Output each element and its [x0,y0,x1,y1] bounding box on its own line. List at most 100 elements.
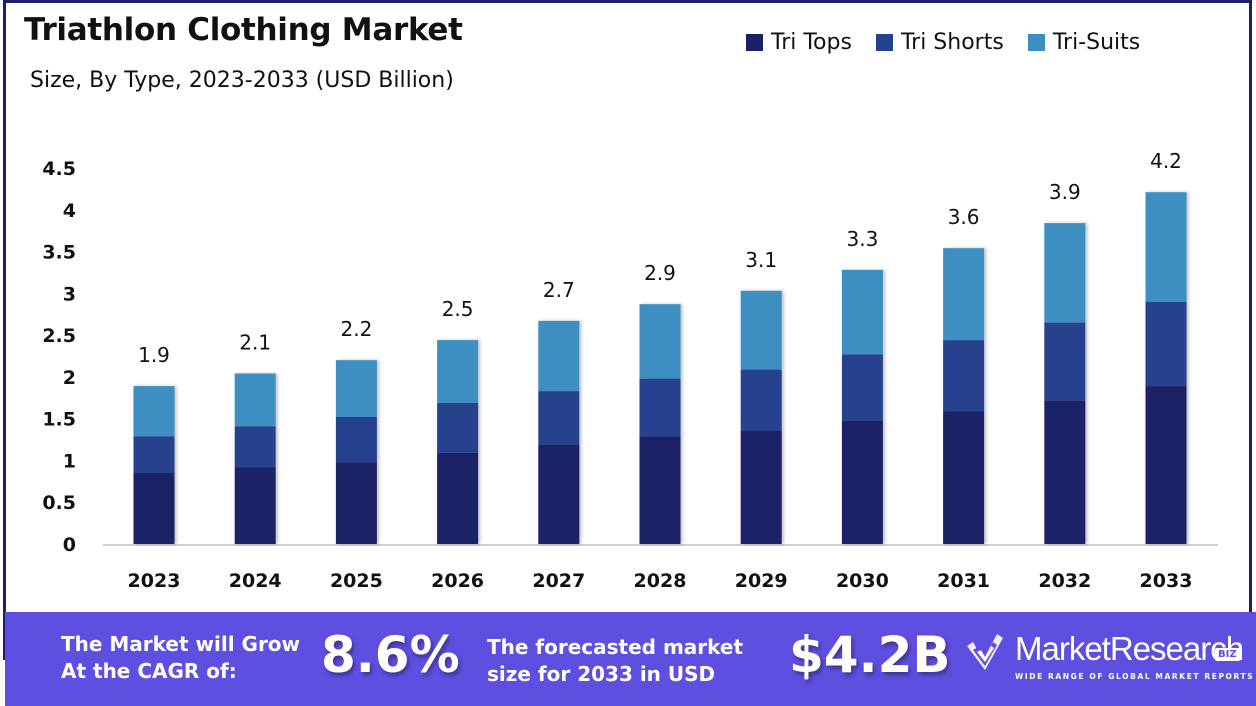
x-tick-label: 2032 [1038,570,1091,592]
forecast-caption-line1: The forecasted market [487,635,744,659]
forecast-value: $4.2B [789,626,951,684]
bar-segment-tri-tops[interactable] [538,444,580,544]
bar-stack-2027 [538,320,580,544]
y-tick-label: 2 [63,367,76,389]
bar-stack-2026 [437,340,479,544]
x-tick-label: 2023 [128,570,181,592]
y-tick-label: 3 [63,283,76,305]
stacked-bar-chart: 00.511.522.533.544.5 2023 2024 2025 2026 202… [42,149,1218,592]
bar-segment-tri-tops[interactable] [437,452,479,544]
x-tick-label: 2030 [836,570,889,592]
bar-segment-tri-tops[interactable] [639,436,681,544]
total-data-label: 1.9 [138,343,170,367]
total-data-label: 3.6 [948,205,980,229]
bar-segment-tri-tops[interactable] [943,411,985,544]
legend-item-tri-tops[interactable]: Tri Tops [746,30,852,55]
bar-segment-tri-shorts[interactable] [335,417,377,463]
bar-stack-2031 [943,248,985,544]
x-tick-label: 2029 [735,570,788,592]
bar-segment-tri-suits[interactable] [133,386,175,437]
y-tick-label: 0.5 [42,492,76,514]
cagr-caption-line1: The Market will Grow [61,632,301,656]
x-tick-label: 2031 [937,570,990,592]
legend-swatch-tri-suits [1027,34,1045,51]
total-data-label: 3.3 [846,227,878,251]
legend: Tri Tops Tri Shorts Tri-Suits [746,30,1140,55]
bar-segment-tri-suits[interactable] [538,320,580,392]
total-data-label: 3.9 [1049,180,1081,204]
chart-title: Triathlon Clothing Market [24,12,463,48]
bar-segment-tri-suits[interactable] [943,248,985,341]
legend-label: Tri-Suits [1052,30,1141,55]
x-tick-label: 2026 [431,570,484,592]
bar-segment-tri-tops[interactable] [1044,400,1086,544]
bar-segment-tri-suits[interactable] [639,304,681,379]
bar-segment-tri-suits[interactable] [740,290,782,370]
x-tick-label: 2028 [634,570,687,592]
chart-frame [3,0,1252,660]
bars [133,192,1187,544]
bar-segment-tri-shorts[interactable] [841,354,883,421]
bar-segment-tri-suits[interactable] [335,360,377,417]
total-data-label: 2.2 [340,317,372,341]
bar-segment-tri-shorts[interactable] [943,340,985,412]
bar-segment-tri-shorts[interactable] [234,426,276,468]
bar-stack-2025 [335,360,377,544]
total-data-label: 2.1 [239,331,271,355]
legend-item-tri-shorts[interactable]: Tri Shorts [875,30,1004,55]
total-data-label: 3.1 [745,248,777,272]
bar-segment-tri-shorts[interactable] [639,378,681,437]
bar-segment-tri-tops[interactable] [841,420,883,544]
bar-segment-tri-suits[interactable] [234,373,276,427]
bar-segment-tri-tops[interactable] [133,473,175,544]
bar-segment-tri-suits[interactable] [1145,192,1187,302]
legend-label: Tri Tops [771,30,852,55]
bar-segment-tri-tops[interactable] [234,467,276,544]
legend-swatch-tri-tops [746,34,763,51]
x-tick-label: 2027 [532,570,585,592]
cagr-caption: The Market will Grow At the CAGR of: [61,631,300,685]
bar-segment-tri-shorts[interactable] [437,402,479,453]
legend-label: Tri Shorts [900,30,1004,55]
bar-stack-2028 [639,304,681,544]
total-data-label: 4.2 [1150,149,1182,173]
bar-segment-tri-suits[interactable] [841,269,883,355]
bar-stack-2023 [133,386,175,544]
y-axis: 0 0.5 1 1.5 2 2.5 3 3.5 4 4.5 [42,158,76,556]
forecast-caption: The forecasted market size for 2033 in U… [487,634,743,688]
y-tick-label: 1 [63,450,76,472]
bar-stack-2030 [841,269,883,544]
footer-banner: The Market will Grow At the CAGR of: 8.6… [5,612,1256,706]
y-tick-label: 4 [63,200,76,222]
bar-stack-2032 [1044,223,1086,544]
y-tick-label: 2.5 [42,325,76,347]
bar-segment-tri-tops[interactable] [740,430,782,544]
bar-stack-2033 [1145,192,1187,544]
forecast-caption-line2: size for 2033 in USD [487,662,716,686]
x-tick-label: 2025 [330,570,383,592]
bar-segment-tri-shorts[interactable] [1145,301,1187,387]
total-data-label: 2.5 [442,297,474,321]
logo-badge: BIZ [1215,648,1240,661]
bar-segment-tri-shorts[interactable] [740,369,782,431]
chart-subtitle: Size, By Type, 2023-2033 (USD Billion) [30,68,454,93]
marketresearch-biz-logo[interactable]: MarketResearch BIZ WIDE RANGE OF GLOBAL … [965,628,1255,692]
y-tick-label: 4.5 [42,158,76,180]
y-tick-label: 3.5 [42,242,76,264]
legend-item-tri-suits[interactable]: Tri-Suits [1027,30,1141,55]
data-labels: 1.9 2.1 2.2 2.5 2.7 2.9 3.1 3.3 3.6 3.9 4.2 [138,149,1182,367]
bar-segment-tri-tops[interactable] [1145,386,1187,544]
total-data-label: 2.9 [644,261,676,285]
bar-segment-tri-shorts[interactable] [538,391,580,445]
logo-tagline: WIDE RANGE OF GLOBAL MARKET REPORTS [1015,672,1255,681]
bar-segment-tri-shorts[interactable] [133,436,175,473]
bar-segment-tri-shorts[interactable] [1044,322,1086,401]
checkmark-logo-icon [967,634,1003,670]
x-tick-label: 2033 [1140,570,1193,592]
bar-segment-tri-suits[interactable] [1044,223,1086,323]
bar-segment-tri-suits[interactable] [437,340,479,403]
cagr-value: 8.6% [321,626,460,684]
x-tick-label: 2024 [229,570,282,592]
y-tick-label: 0 [63,534,76,556]
bar-segment-tri-tops[interactable] [335,462,377,544]
